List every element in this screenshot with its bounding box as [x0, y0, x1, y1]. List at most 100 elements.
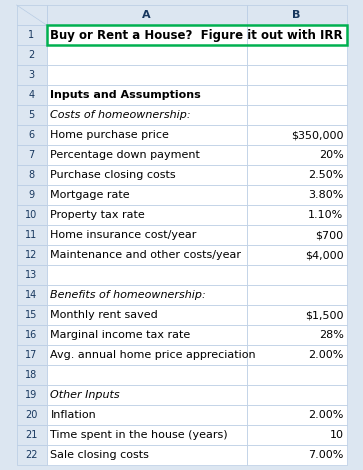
Text: Monthly rent saved: Monthly rent saved [50, 310, 158, 320]
Bar [246, 285, 347, 305]
Bar [46, 365, 246, 385]
Bar [46, 165, 246, 185]
Bar [16, 385, 46, 405]
Bar [46, 5, 246, 25]
Text: B: B [292, 10, 301, 20]
Text: Other Inputs: Other Inputs [50, 390, 120, 400]
Bar [16, 165, 46, 185]
Bar [46, 305, 246, 325]
Text: $1,500: $1,500 [305, 310, 343, 320]
Bar [46, 445, 246, 465]
Text: 4: 4 [28, 90, 34, 100]
Text: 6: 6 [28, 130, 34, 140]
Bar [16, 45, 46, 65]
Text: 19: 19 [25, 390, 38, 400]
Bar [16, 205, 46, 225]
Text: $700: $700 [315, 230, 343, 240]
Text: 21: 21 [25, 430, 38, 440]
Text: Mortgage rate: Mortgage rate [50, 190, 130, 200]
Text: 5: 5 [28, 110, 34, 120]
Bar [246, 125, 347, 145]
Text: Benefits of homeownership:: Benefits of homeownership: [50, 290, 206, 300]
Bar [16, 345, 46, 365]
Text: Avg. annual home price appreciation: Avg. annual home price appreciation [50, 350, 256, 360]
Text: Sale closing costs: Sale closing costs [50, 450, 150, 460]
Bar [46, 325, 246, 345]
Bar [46, 45, 246, 65]
Bar [246, 325, 347, 345]
Bar [246, 445, 347, 465]
Text: Property tax rate: Property tax rate [50, 210, 145, 220]
Bar [246, 205, 347, 225]
Bar [16, 85, 46, 105]
Bar [46, 405, 246, 425]
Text: Purchase closing costs: Purchase closing costs [50, 170, 176, 180]
Bar [246, 5, 347, 25]
Bar [16, 5, 46, 25]
Text: Time spent in the house (years): Time spent in the house (years) [50, 430, 228, 440]
Bar [246, 45, 347, 65]
Bar [46, 225, 246, 245]
Bar [46, 145, 246, 165]
Bar [246, 305, 347, 325]
Bar [246, 245, 347, 265]
Bar [16, 125, 46, 145]
Text: 17: 17 [25, 350, 38, 360]
Bar [16, 325, 46, 345]
Bar [16, 305, 46, 325]
Text: 11: 11 [25, 230, 38, 240]
Text: 1.10%: 1.10% [308, 210, 343, 220]
Text: Marginal income tax rate: Marginal income tax rate [50, 330, 191, 340]
Bar [16, 445, 46, 465]
Bar [46, 345, 246, 365]
Text: 10: 10 [330, 430, 343, 440]
Bar [246, 345, 347, 365]
Text: 20: 20 [25, 410, 38, 420]
Text: 7.00%: 7.00% [308, 450, 343, 460]
Bar [16, 65, 46, 85]
Text: 18: 18 [25, 370, 38, 380]
Bar [46, 25, 347, 45]
Bar [246, 105, 347, 125]
Bar [246, 165, 347, 185]
Bar [16, 285, 46, 305]
Bar [16, 425, 46, 445]
Bar [46, 65, 246, 85]
Text: 10: 10 [25, 210, 38, 220]
Bar [46, 425, 246, 445]
Bar [246, 185, 347, 205]
Text: 9: 9 [28, 190, 34, 200]
Text: Costs of homeownership:: Costs of homeownership: [50, 110, 191, 120]
Text: Inputs and Assumptions: Inputs and Assumptions [50, 90, 201, 100]
Bar [246, 145, 347, 165]
Bar [46, 85, 246, 105]
Text: 2.50%: 2.50% [308, 170, 343, 180]
Text: 20%: 20% [319, 150, 343, 160]
Text: 14: 14 [25, 290, 38, 300]
Text: 3.80%: 3.80% [308, 190, 343, 200]
Bar [246, 405, 347, 425]
Bar [246, 365, 347, 385]
Text: Home purchase price: Home purchase price [50, 130, 170, 140]
Text: Home insurance cost/year: Home insurance cost/year [50, 230, 197, 240]
Text: 7: 7 [28, 150, 34, 160]
Text: Buy or Rent a House?  Figure it out with IRR: Buy or Rent a House? Figure it out with … [50, 29, 343, 41]
Text: 12: 12 [25, 250, 38, 260]
Text: 8: 8 [28, 170, 34, 180]
Bar [16, 105, 46, 125]
Bar [16, 185, 46, 205]
Text: 15: 15 [25, 310, 38, 320]
Bar [246, 85, 347, 105]
Bar [16, 245, 46, 265]
Text: 2: 2 [28, 50, 34, 60]
Bar [46, 265, 246, 285]
Bar [246, 425, 347, 445]
Text: A: A [142, 10, 151, 20]
Bar [16, 265, 46, 285]
Bar [246, 385, 347, 405]
Bar [16, 25, 46, 45]
Bar [46, 205, 246, 225]
Bar [246, 25, 347, 45]
Bar [46, 125, 246, 145]
Text: Maintenance and other costs/year: Maintenance and other costs/year [50, 250, 241, 260]
